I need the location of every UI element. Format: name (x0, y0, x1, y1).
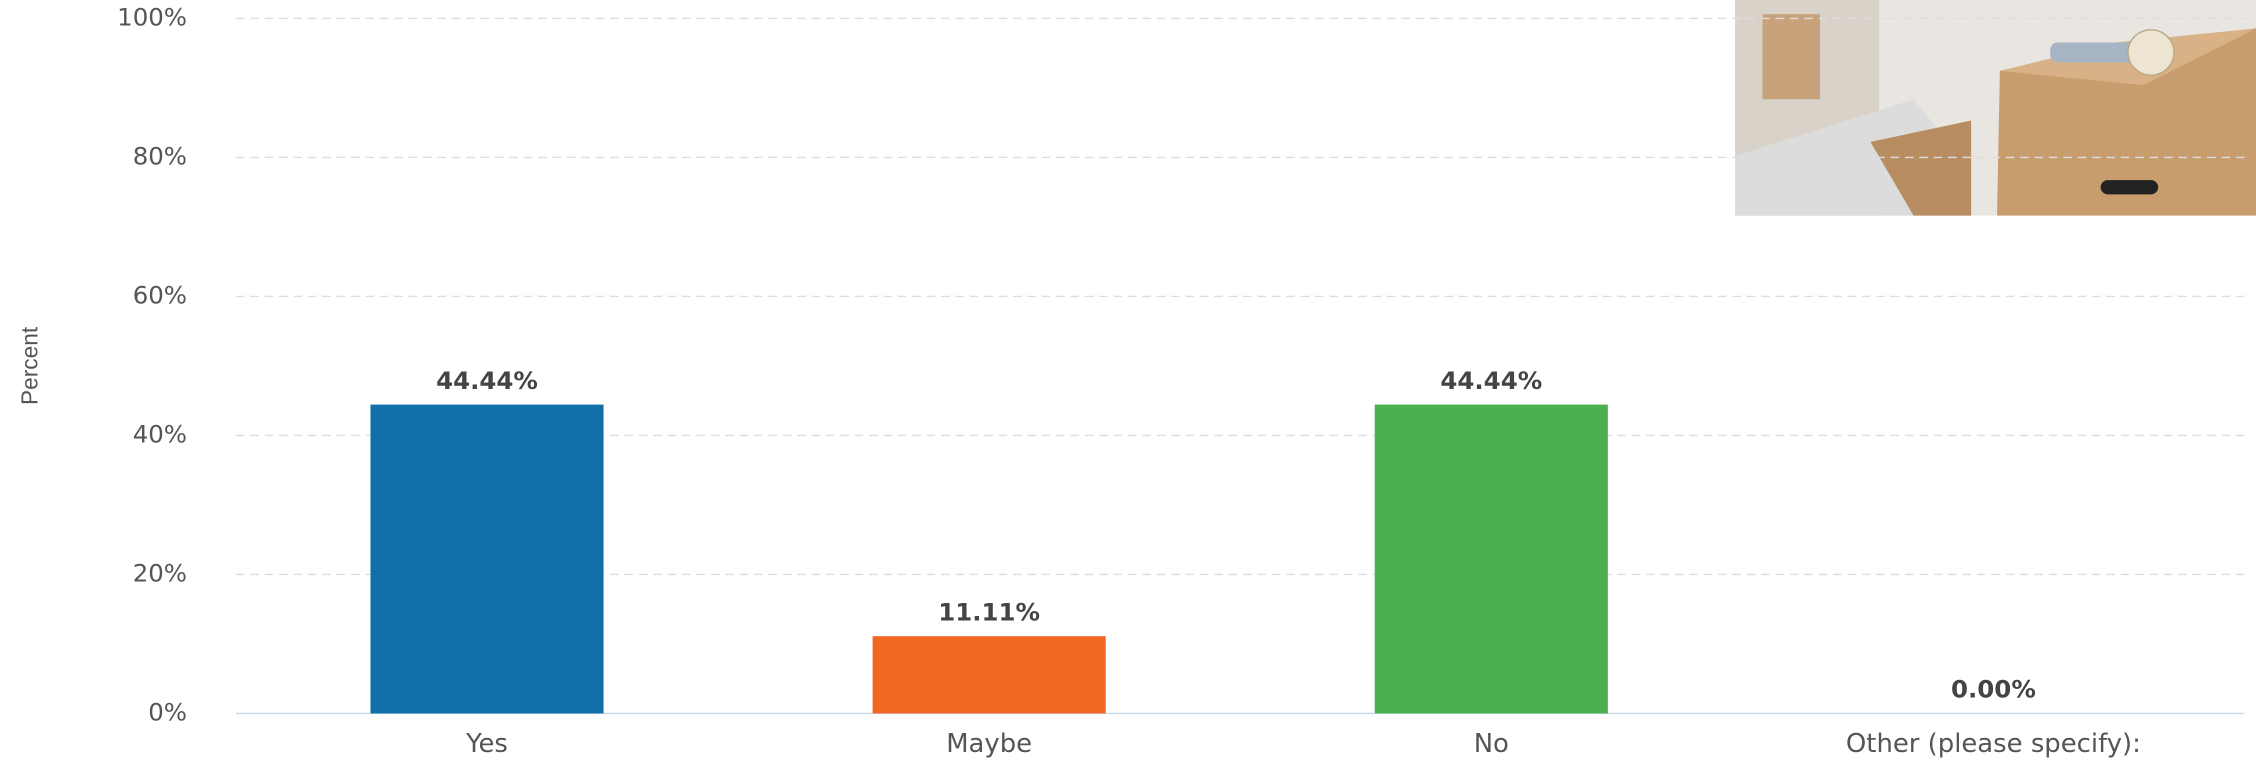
value-label: 44.44% (1440, 366, 1542, 395)
y-tick-label: 20% (133, 559, 187, 588)
page: Percent 0% 20% 40% 60% 80% 100% Yes 44.44% Maybe… (0, 0, 2256, 773)
y-tick-label: 100% (117, 3, 187, 32)
bar (873, 636, 1106, 713)
x-tick-label: Maybe (946, 729, 1032, 759)
value-label: 44.44% (436, 366, 538, 395)
y-tick-label: 80% (133, 142, 187, 171)
y-tick-label: 60% (133, 281, 187, 310)
bar (370, 405, 603, 714)
value-label: 0.00% (1951, 675, 2036, 704)
y-tick-label: 40% (133, 420, 187, 449)
y-axis-title: Percent (17, 326, 43, 405)
bar (1375, 405, 1608, 714)
chart: Percent 0% 20% 40% 60% 80% 100% Yes 44.44% Maybe… (0, 0, 2256, 773)
photo (1735, 0, 2256, 216)
y-tick-label: 0% (148, 698, 187, 727)
x-tick-label: Other (please specify): (1846, 729, 2141, 759)
value-label: 11.11% (938, 598, 1040, 627)
x-tick-label: No (1474, 729, 1509, 759)
x-tick-label: Yes (465, 729, 508, 759)
